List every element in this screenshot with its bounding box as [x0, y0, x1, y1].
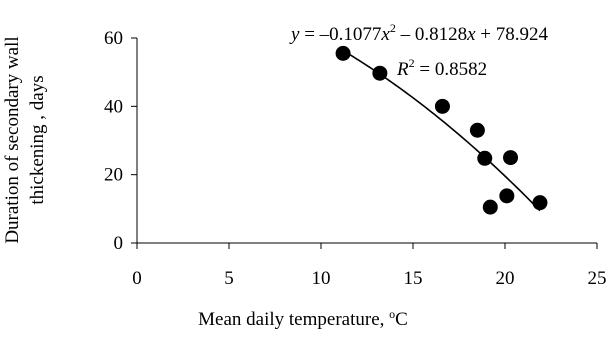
x-tick-label: 5 [224, 268, 234, 289]
data-point [503, 150, 519, 166]
x-tick-label: 15 [404, 268, 423, 289]
y-tick-label: 20 [104, 165, 123, 186]
y-tick-label: 60 [104, 28, 123, 49]
x-tick-label: 25 [588, 268, 606, 289]
data-point [372, 65, 388, 81]
y-axis-title-line1: Duration of secondary wall [2, 36, 23, 243]
data-point [482, 199, 498, 215]
data-point [477, 150, 493, 166]
data-points [335, 45, 548, 215]
y-axis-title-line2: thickening , days [27, 75, 48, 204]
trendline-equation: y = –0.1077x2 – 0.8128x + 78.924 [289, 21, 548, 45]
y-tick-label: 0 [114, 233, 124, 254]
x-axis-title: Mean daily temperature, oC [198, 307, 408, 330]
x-ticks: 0 5 10 15 20 25 [132, 243, 606, 289]
y-tick-label: 40 [104, 96, 123, 117]
data-point [499, 188, 515, 204]
y-axis-title: Duration of secondary wall thickening , … [2, 36, 48, 243]
data-point [532, 195, 548, 211]
x-tick-label: 20 [496, 268, 515, 289]
data-point [335, 45, 351, 61]
data-point [434, 98, 450, 114]
y-ticks: 0 20 40 60 [104, 28, 137, 254]
data-point [469, 122, 485, 138]
x-tick-label: 10 [312, 268, 331, 289]
r-squared-label: R2 = 0.8582 [396, 56, 487, 80]
x-tick-label: 0 [132, 268, 142, 289]
